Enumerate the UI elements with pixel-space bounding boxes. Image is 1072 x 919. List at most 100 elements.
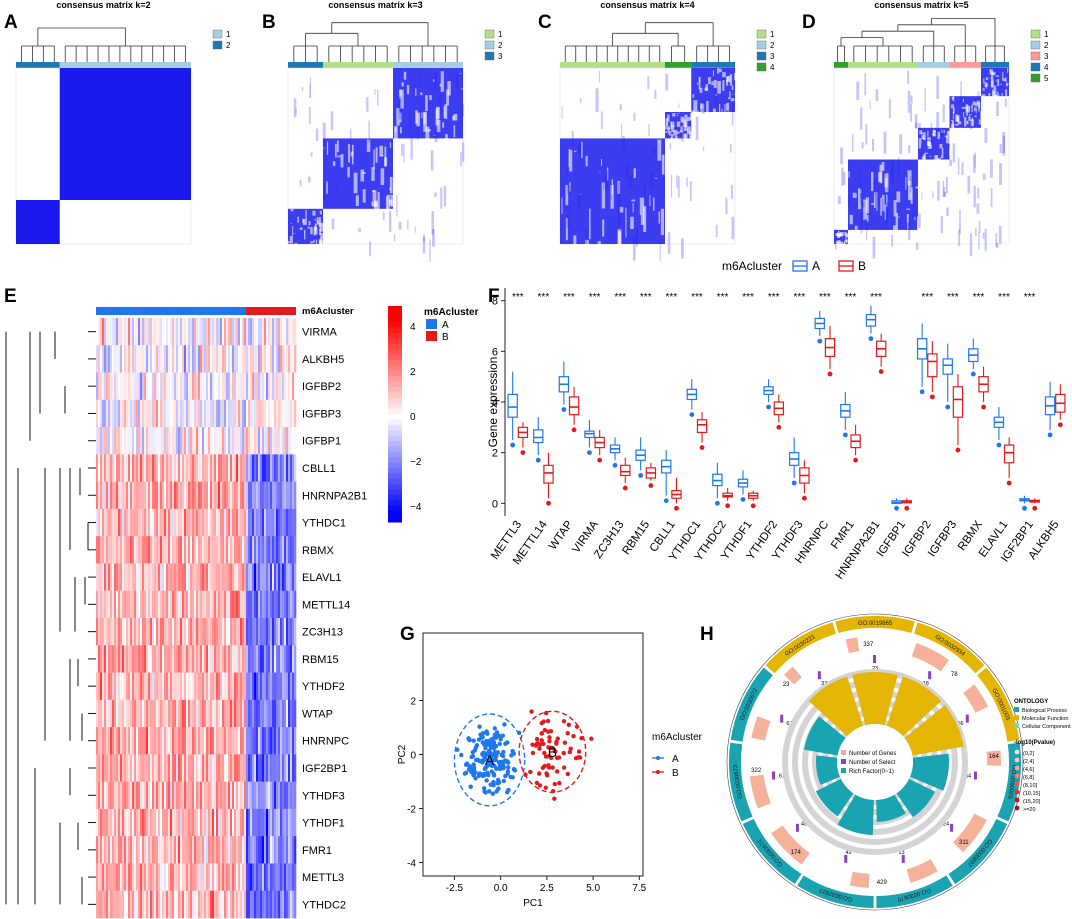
noise-stripe: [622, 135, 625, 151]
heatmap-cell: [134, 727, 137, 755]
scatter-point: [547, 735, 552, 740]
heatmap-cell: [230, 808, 233, 837]
noise-stripe: [567, 185, 571, 194]
heatmap-cell: [104, 427, 107, 455]
heatmap-cell: [212, 563, 215, 592]
heatmap-cell: [208, 699, 211, 728]
heatmap-cell: [214, 481, 217, 510]
box-outlier: [842, 432, 848, 438]
heatmap-cell: [172, 508, 175, 537]
block-texture: [677, 112, 681, 114]
heatmap-cell: [212, 672, 215, 701]
block-texture: [602, 219, 605, 237]
heatmap-cell: [158, 754, 161, 782]
heatmap-cell: [190, 754, 193, 782]
heatmap-cell: [178, 781, 181, 810]
heatmap-cell: [180, 399, 183, 428]
box-outlier: [1057, 422, 1063, 428]
heatmap-cell: [256, 808, 259, 837]
heatmap-cell: [122, 672, 125, 701]
heatmap-cell: [274, 345, 277, 373]
significance-stars: ***: [538, 292, 550, 303]
noise-stripe: [330, 111, 334, 131]
heatmap-cell: [228, 645, 231, 673]
heatmap-cell: [158, 399, 161, 428]
heatmap-cell: [212, 318, 215, 346]
heatmap-cell: [290, 645, 293, 673]
heatmap-cell: [98, 454, 101, 482]
block-texture: [921, 156, 926, 163]
heatmap-cell: [168, 372, 171, 401]
heatmap-cell: [294, 890, 297, 919]
legend-swatch: [1030, 62, 1041, 72]
color-scale-step: [388, 333, 402, 339]
noise-stripe: [729, 144, 732, 153]
heatmap-cell: [144, 318, 147, 346]
heatmap-cell: [136, 754, 139, 782]
heatmap-cell: [220, 890, 223, 919]
heatmap-cell: [116, 563, 119, 592]
heatmap-cell: [256, 399, 259, 428]
heatmap-cell: [280, 863, 283, 892]
heatmap-cell: [244, 454, 247, 482]
heatmap-cell: [266, 590, 269, 619]
block-texture: [712, 70, 715, 77]
heatmap-cell: [202, 863, 205, 892]
heatmap-cell: [110, 454, 113, 482]
heatmap-cell: [126, 727, 129, 755]
block-texture: [906, 214, 910, 223]
heatmap-cell: [162, 781, 165, 810]
heatmap-cell: [176, 481, 179, 510]
legend-label: 2: [226, 41, 231, 50]
heatmap-cell: [112, 808, 115, 837]
scatter-point: [497, 766, 503, 772]
noise-stripe: [625, 164, 629, 179]
block-texture: [421, 112, 423, 119]
heatmap-cell: [202, 836, 205, 864]
inner-legend-label: Number of Select: [849, 760, 896, 766]
noise-stripe: [891, 234, 894, 247]
heatmap-cell: [154, 618, 157, 646]
heatmap-cell: [272, 863, 275, 892]
heatmap-cell: [226, 508, 229, 537]
noise-stripe: [942, 104, 945, 123]
noise-stripe: [865, 123, 868, 145]
heatmap-cell: [276, 808, 279, 837]
box-outlier: [622, 485, 628, 491]
heatmap-cell: [160, 727, 163, 755]
heatmap-cell: [206, 863, 209, 892]
scatter-point: [493, 757, 498, 762]
heatmap-cell: [168, 481, 171, 510]
block-texture: [1001, 93, 1003, 98]
block-texture: [983, 78, 985, 84]
heatmap-cell: [108, 508, 111, 537]
heatmap-cell: [284, 563, 287, 592]
heatmap-cell: [224, 590, 227, 619]
heatmap-cell: [266, 672, 269, 701]
heatmap-cell: [144, 645, 147, 673]
block-texture: [311, 241, 314, 244]
heatmap-cell: [150, 781, 153, 810]
heatmap-cell: [184, 836, 187, 864]
block-texture: [657, 139, 662, 161]
heatmap-cell: [170, 781, 173, 810]
legend-label: 1: [226, 30, 231, 39]
heatmap-cell: [212, 863, 215, 892]
color-scale-step: [388, 462, 402, 469]
box-outlier: [648, 483, 654, 488]
heatmap-cell: [284, 890, 287, 919]
heatmap-cell: [114, 645, 117, 673]
heatmap-cell: [276, 372, 279, 401]
heatmap-cell: [276, 672, 279, 701]
scatter-point: [530, 742, 535, 747]
heatmap-cell: [206, 563, 209, 592]
noise-stripe: [936, 76, 939, 99]
heatmap-cell: [238, 808, 241, 837]
noise-stripe: [620, 123, 623, 138]
heatmap-cell: [142, 672, 145, 701]
scatter-point: [481, 771, 487, 777]
heatmap-cell: [168, 836, 171, 864]
y-axis-title: Gene expression: [486, 357, 500, 448]
panel-label-d: D: [802, 12, 816, 33]
heatmap-cell: [254, 890, 257, 919]
